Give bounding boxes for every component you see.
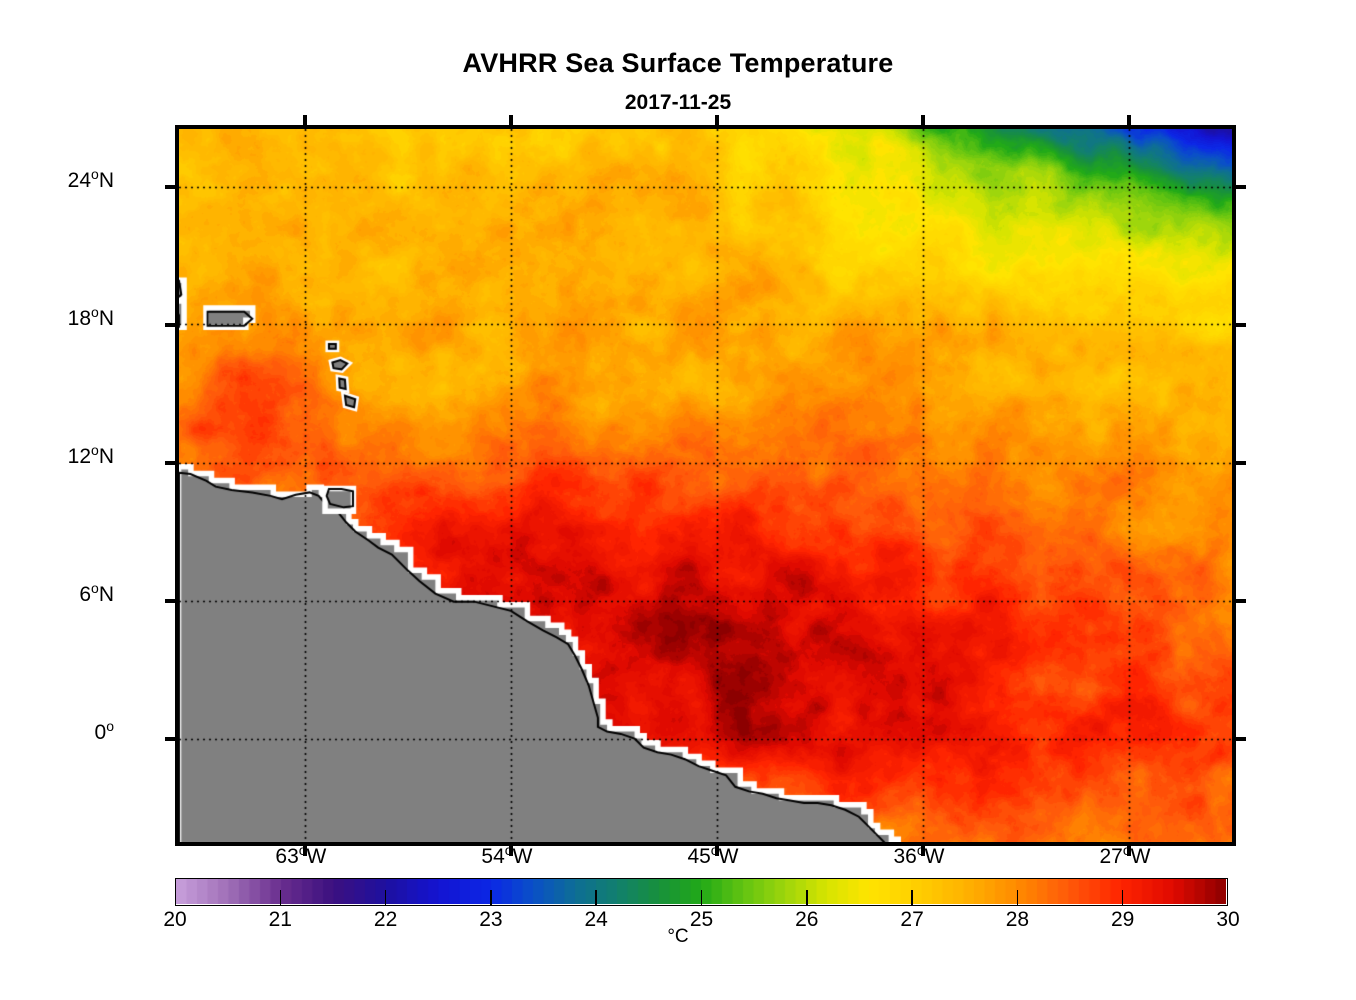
colorbar-tick-label: 21 (268, 908, 292, 931)
colorbar-tick (1016, 890, 1019, 906)
y-axis-tick (165, 736, 179, 741)
y-axis-tick (165, 460, 179, 465)
y-axis-label: 6oN (79, 579, 114, 606)
colorbar-tick (911, 890, 913, 906)
map-plot-area (165, 115, 1246, 856)
y-axis-label: 0o (94, 717, 114, 744)
x-axis-tick (302, 842, 307, 856)
colorbar-tick-label: 28 (1005, 908, 1030, 931)
x-axis-tick (920, 842, 925, 856)
y-axis-tick (165, 322, 179, 327)
colorbar-tick (1121, 890, 1124, 906)
colorbar-units-label: °C (667, 926, 689, 947)
colorbar-tick-label: 29 (1111, 908, 1135, 931)
colorbar-tick (806, 890, 808, 906)
colorbar-tick-label: 27 (900, 908, 924, 931)
page-title: AVHRR Sea Surface Temperature (462, 48, 894, 78)
colorbar-tick-label: 26 (795, 908, 819, 931)
colorbar-tick (490, 890, 492, 906)
y-axis-tick (1232, 184, 1246, 189)
colorbar-tick (595, 890, 597, 906)
x-axis-label: 27oW (1099, 842, 1151, 868)
colorbar-tick-label: 20 (163, 908, 187, 931)
x-axis-tick (1126, 842, 1131, 856)
y-axis-label: 12oN (67, 441, 114, 468)
x-axis-tick (714, 115, 719, 129)
y-axis-tick (1232, 322, 1246, 327)
colorbar-tick (700, 890, 703, 906)
y-axis-tick (1232, 598, 1246, 603)
colorbar-tick (279, 890, 282, 906)
map-raster-clip (179, 129, 1232, 842)
colorbar-tick-label: 25 (689, 908, 714, 931)
x-axis-tick (302, 115, 307, 129)
x-axis-label: 36oW (893, 842, 945, 868)
page-subtitle: 2017-11-25 (624, 91, 732, 114)
colorbar-tick-label: 23 (479, 908, 503, 931)
graticule-gridlines (179, 129, 1232, 842)
colorbar-tick-label: 30 (1216, 908, 1240, 931)
x-axis-tick (508, 842, 513, 856)
y-axis-label: 18oN (67, 303, 114, 330)
y-axis-label: 24oN (67, 165, 114, 192)
colorbar-tick-label: 24 (584, 908, 608, 931)
y-axis-tick (165, 598, 179, 603)
y-axis-tick (1232, 736, 1246, 741)
y-axis-tick (1232, 460, 1246, 465)
x-axis-tick (714, 842, 719, 856)
x-axis-tick (920, 115, 925, 129)
colorbar-tick (384, 890, 387, 906)
x-axis-label: 54oW (481, 842, 533, 868)
y-axis-tick (165, 184, 179, 189)
colorbar: 20 21 22 23 24 25 26 27 28 29 30 (163, 878, 1240, 931)
x-axis-tick (508, 115, 513, 129)
x-axis-tick (1126, 115, 1131, 129)
x-axis-label: 45oW (687, 842, 739, 868)
colorbar-tick-label: 22 (373, 908, 398, 931)
x-axis-label: 63oW (275, 842, 327, 868)
